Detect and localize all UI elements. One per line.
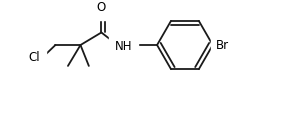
Text: O: O [97,1,106,15]
Text: NH: NH [115,40,132,53]
Text: Cl: Cl [29,51,40,64]
Text: Br: Br [216,38,229,52]
